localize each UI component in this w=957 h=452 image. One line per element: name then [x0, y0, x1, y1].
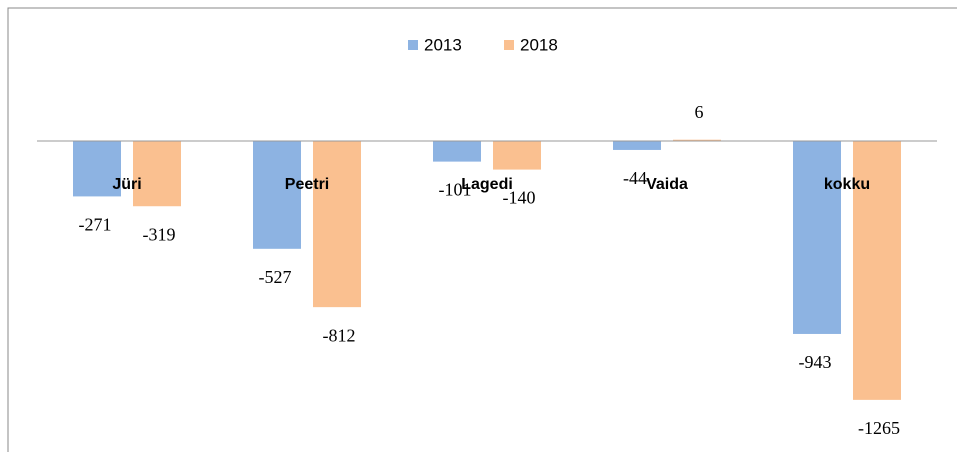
- bar: [793, 140, 841, 334]
- value-label: -527: [259, 267, 292, 287]
- bar: [613, 140, 661, 150]
- bar: [73, 140, 121, 197]
- category-label: Lagedi: [461, 176, 513, 193]
- bar: [313, 140, 361, 308]
- bar: [493, 140, 541, 170]
- value-label: -1265: [858, 418, 900, 438]
- category-label: Vaida: [646, 176, 688, 193]
- bar: [433, 140, 481, 162]
- category-label: Jüri: [112, 176, 141, 193]
- category-label: kokku: [824, 176, 870, 193]
- bar: [133, 140, 181, 207]
- value-label: -943: [799, 352, 832, 372]
- legend-swatch: [504, 40, 514, 50]
- value-label: 6: [695, 102, 704, 122]
- value-label: -140: [503, 188, 536, 208]
- bar: [853, 140, 901, 400]
- legend-label: 2013: [424, 35, 462, 54]
- category-label: Peetri: [285, 176, 329, 193]
- value-label: -319: [143, 224, 176, 244]
- bar: [673, 139, 721, 141]
- value-label: -812: [323, 325, 356, 345]
- legend-swatch: [408, 40, 418, 50]
- legend-label: 2018: [520, 35, 558, 54]
- value-label: -101: [439, 180, 472, 200]
- bar: [253, 140, 301, 249]
- value-label: -44: [623, 168, 647, 188]
- value-label: -271: [79, 215, 112, 235]
